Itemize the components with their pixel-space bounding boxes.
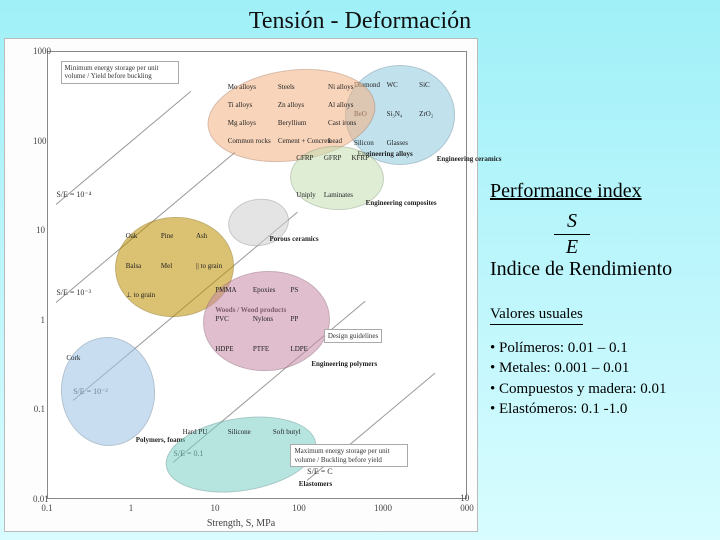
chart-note: Design guidelines <box>324 329 382 343</box>
guideline-label: S/E = C <box>307 467 332 476</box>
ashby-chart: Modulus of Elasticity, E, GPa Strength, … <box>4 38 478 532</box>
y-tick: 100 <box>33 136 45 146</box>
x-axis-label: Strength, S, MPa <box>207 518 275 529</box>
formula-s-over-e: S E <box>548 210 596 259</box>
chart-note: Minimum energy storage per unit volume /… <box>61 61 179 84</box>
valores-heading: Valores usuales <box>490 306 714 325</box>
group-label: Engineering polymers <box>311 360 377 368</box>
x-tick: 10 <box>211 503 220 513</box>
group-label: Engineering composites <box>366 199 437 207</box>
y-tick: 0.01 <box>33 494 45 504</box>
x-tick: 0.1 <box>41 503 52 513</box>
group-label: Engineering ceramics <box>437 155 502 163</box>
guideline-label: S/E = 10⁻³ <box>56 288 91 297</box>
plot-area: S/E = 10⁻⁴S/E = 10⁻³S/E = 10⁻²S/E = 0.1S… <box>47 51 467 499</box>
y-tick: 1 <box>33 315 45 325</box>
material-group <box>57 334 158 449</box>
x-tick: 10 000 <box>460 493 474 513</box>
page-title: Tensión - Deformación <box>0 8 720 35</box>
list-item: Compuestos y madera: 0.01 <box>490 379 714 399</box>
y-tick: 1000 <box>33 46 45 56</box>
formula-bar <box>554 234 590 235</box>
guideline-label: S/E = 10⁻⁴ <box>56 190 91 199</box>
formula-denominator: E <box>548 236 596 259</box>
x-tick: 1000 <box>374 503 392 513</box>
performance-index-heading: Performance index <box>490 180 714 203</box>
material-group <box>224 195 291 250</box>
indice-heading: Indice de Rendimiento <box>490 258 714 281</box>
list-item: Metales: 0.001 – 0.01 <box>490 358 714 378</box>
x-tick: 1 <box>129 503 134 513</box>
y-tick: 10 <box>33 225 45 235</box>
list-item: Polímeros: 0.01 – 0.1 <box>490 338 714 358</box>
group-label: Elastomers <box>299 480 332 488</box>
guideline <box>56 91 191 205</box>
list-item: Elastómeros: 0.1 -1.0 <box>490 399 714 419</box>
values-list: Polímeros: 0.01 – 0.1 Metales: 0.001 – 0… <box>490 338 714 419</box>
y-tick: 0.1 <box>33 404 45 414</box>
chart-note: Maximum energy storage per unit volume /… <box>290 444 408 467</box>
x-tick: 100 <box>292 503 306 513</box>
valores-text: Valores usuales <box>490 306 583 325</box>
formula-numerator: S <box>548 210 596 233</box>
